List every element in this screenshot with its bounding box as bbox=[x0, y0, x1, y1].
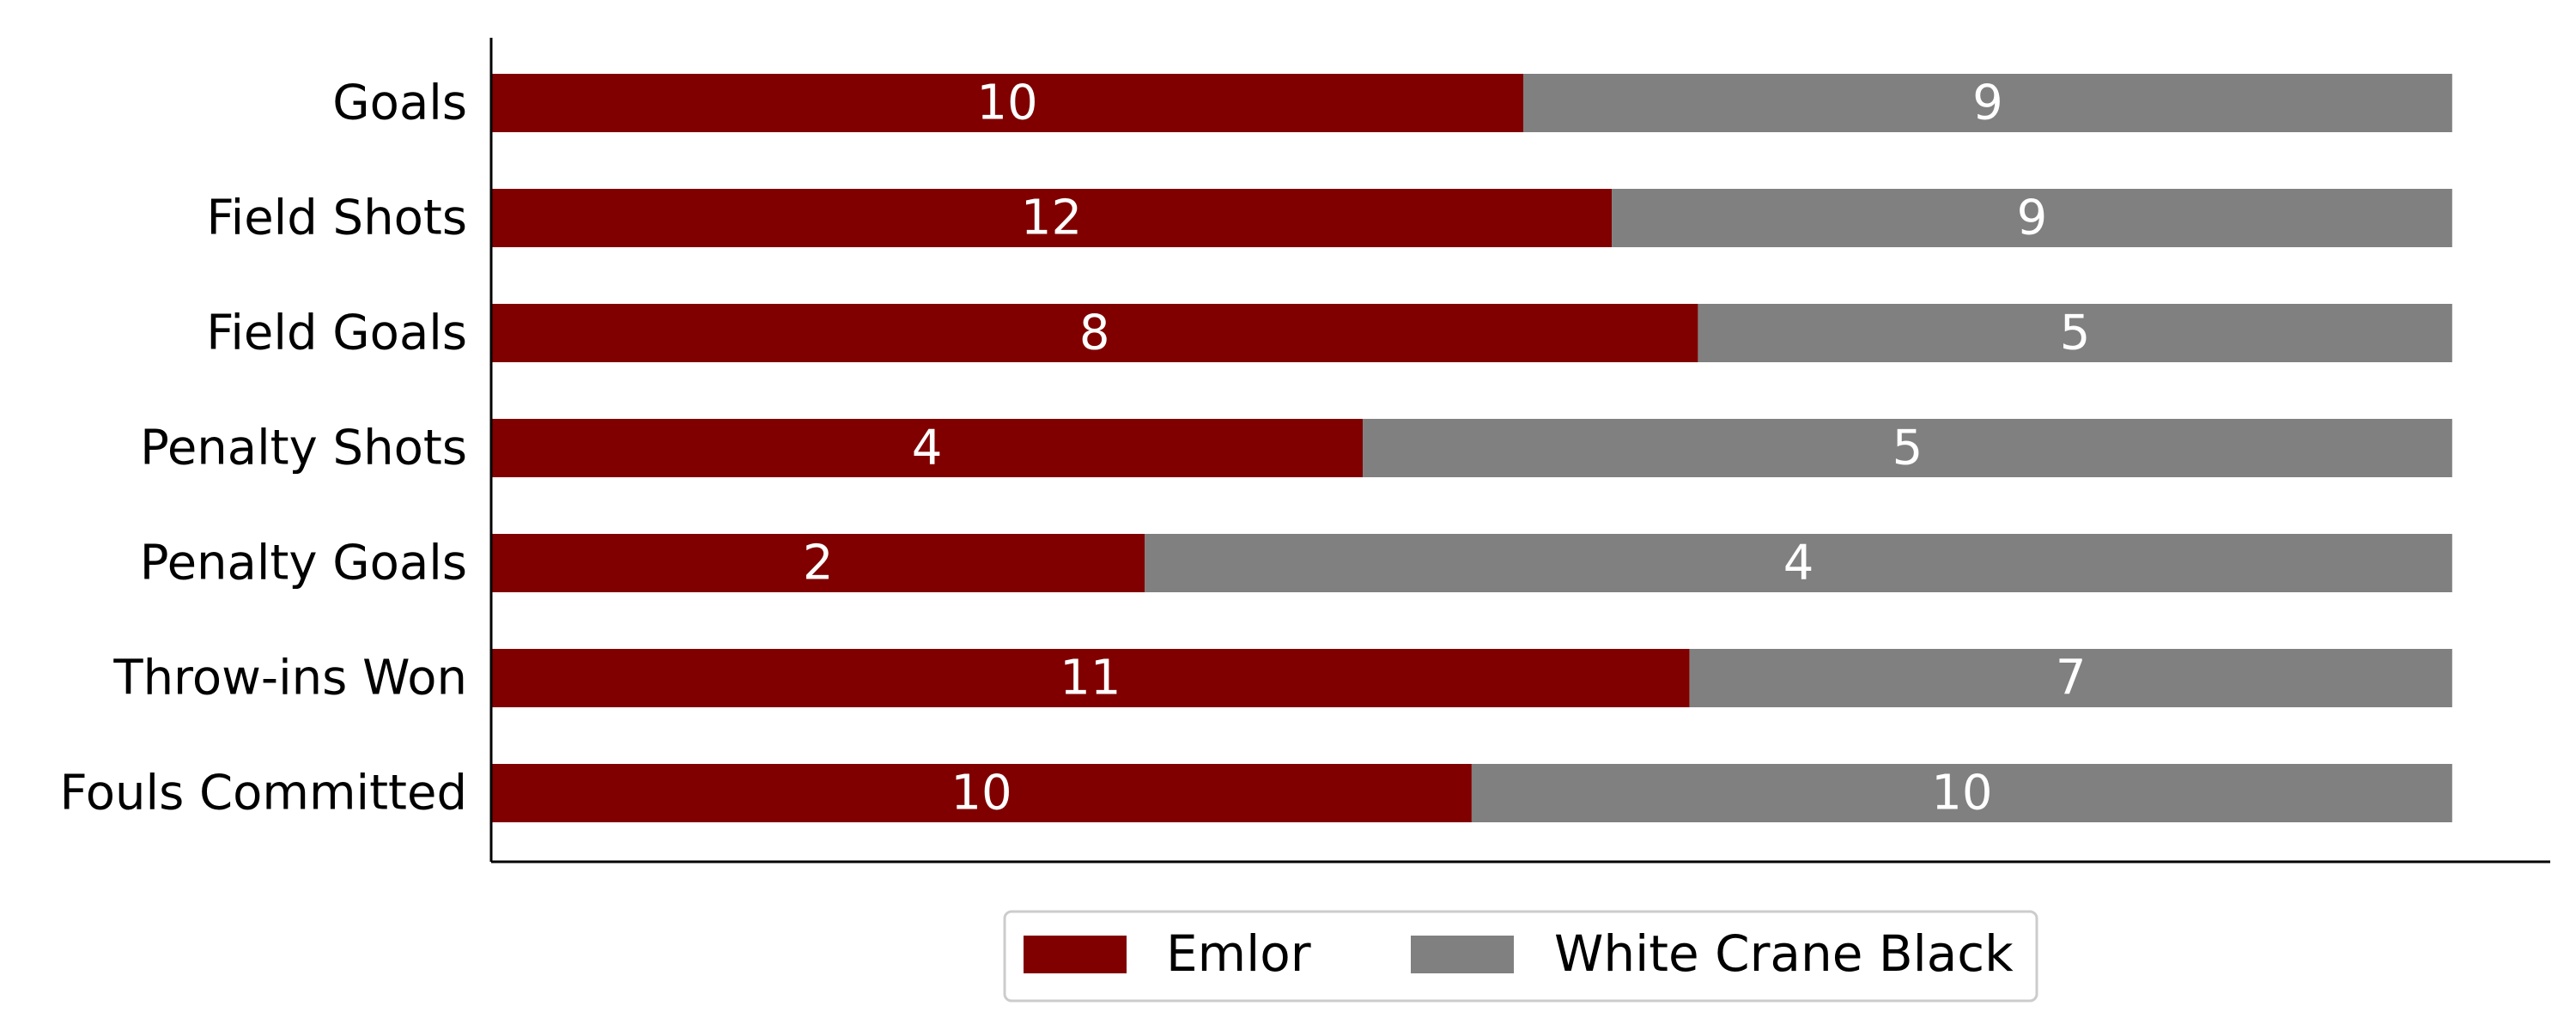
bar-emlor-field-shots bbox=[491, 189, 1613, 247]
bar-value-label-white-crane-black-fouls-committed: 10 bbox=[1931, 766, 1992, 821]
legend-label-white-crane-black: White Crane Black bbox=[1554, 924, 2014, 983]
bar-emlor-penalty-shots bbox=[491, 419, 1364, 477]
bar-value-label-white-crane-black-goals: 9 bbox=[1972, 76, 2003, 131]
bar-value-label-white-crane-black-field-shots: 9 bbox=[2017, 191, 2048, 246]
bar-value-label-emlor-throw-ins-won: 11 bbox=[1060, 651, 1121, 706]
bar-value-label-emlor-field-goals: 8 bbox=[1079, 306, 1110, 361]
legend-swatch-emlor bbox=[1024, 936, 1127, 973]
category-labels-group: Goals Field Shots Field Goals Penalty Shots… bbox=[60, 76, 467, 821]
legend-swatch-white-crane-black bbox=[1411, 936, 1514, 973]
bar-value-label-white-crane-black-throw-ins-won: 7 bbox=[2056, 651, 2087, 706]
bar-white-crane-black-penalty-goals bbox=[1145, 534, 2452, 592]
bar-white-crane-black-fouls-committed bbox=[1471, 764, 2452, 822]
bar-emlor-throw-ins-won bbox=[491, 649, 1690, 707]
category-label-field-shots: Field Shots bbox=[207, 191, 468, 246]
legend-label-emlor: Emlor bbox=[1166, 924, 1311, 983]
bar-value-label-white-crane-black-field-goals: 5 bbox=[2060, 306, 2091, 361]
category-label-penalty-shots: Penalty Shots bbox=[140, 421, 467, 476]
bar-value-label-white-crane-black-penalty-goals: 4 bbox=[1783, 536, 1814, 591]
bar-value-label-emlor-goals: 10 bbox=[976, 76, 1037, 131]
bar-white-crane-black-goals bbox=[1523, 74, 2452, 132]
bar-white-crane-black-field-goals bbox=[1698, 304, 2452, 362]
category-label-throw-ins-won: Throw-ins Won bbox=[112, 651, 467, 706]
bar-labels-group: 10 9 12 9 8 5 4 5 2 4 11 7 10 10 bbox=[803, 76, 2091, 821]
bar-value-label-emlor-penalty-shots: 4 bbox=[912, 421, 943, 476]
bar-white-crane-black-penalty-shots bbox=[1363, 419, 2452, 477]
category-label-goals: Goals bbox=[332, 76, 467, 131]
legend: Emlor White Crane Black bbox=[1003, 910, 2038, 1003]
category-label-fouls-committed: Fouls Committed bbox=[60, 766, 467, 821]
bar-value-label-emlor-penalty-goals: 2 bbox=[803, 536, 834, 591]
bar-value-label-emlor-field-shots: 12 bbox=[1021, 191, 1082, 246]
bar-white-crane-black-throw-ins-won bbox=[1689, 649, 2452, 707]
bar-value-label-white-crane-black-penalty-shots: 5 bbox=[1893, 421, 1923, 476]
bar-white-crane-black-field-shots bbox=[1612, 189, 2452, 247]
bar-emlor-penalty-goals bbox=[491, 534, 1145, 592]
category-label-field-goals: Field Goals bbox=[206, 306, 467, 361]
category-label-penalty-goals: Penalty Goals bbox=[140, 536, 467, 591]
bar-emlor-goals bbox=[491, 74, 1524, 132]
bar-emlor-field-goals bbox=[491, 304, 1698, 362]
bar-value-label-emlor-fouls-committed: 10 bbox=[951, 766, 1012, 821]
bars-group bbox=[491, 74, 2452, 822]
bar-emlor-fouls-committed bbox=[491, 764, 1472, 822]
legend-frame bbox=[1003, 910, 2038, 1003]
